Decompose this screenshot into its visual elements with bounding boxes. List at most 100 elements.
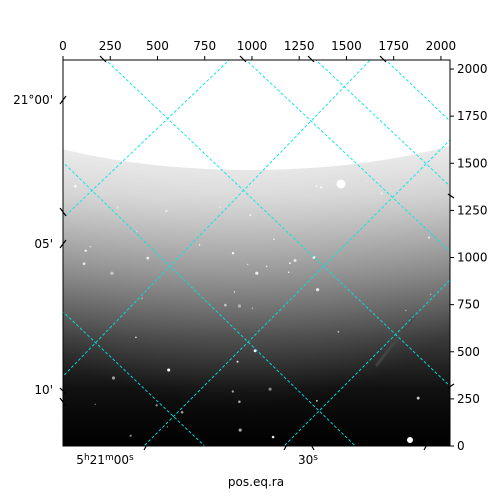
faint-star [249,214,252,217]
grid-line [385,60,450,122]
faint-star [315,184,318,188]
faint-star [223,303,227,307]
faint-star [155,404,158,407]
star [407,437,413,443]
faint-star [131,153,135,157]
faint-star [237,304,241,308]
grid-line [63,311,206,446]
faint-star [416,396,420,400]
faint-star [167,368,171,372]
faint-star [289,262,291,265]
x-pixel-tick-label: 1750 [378,39,409,53]
faint-star [164,209,168,213]
faint-star [180,411,184,414]
x-pixel-tick-label: 250 [99,39,122,53]
faint-star [247,263,249,266]
faint-stars [73,146,432,439]
faint-star [73,184,77,188]
grid-line [283,279,450,446]
faint-star [287,271,290,273]
y-pixel-tick-label: 750 [457,298,480,312]
faint-star [89,245,92,248]
faint-star [268,387,272,391]
x-pixel-tick-label: 1000 [237,39,268,53]
faint-star [314,161,317,165]
faint-star [198,244,201,246]
faint-star [129,434,132,437]
grid-line [143,139,450,446]
faint-star [141,297,143,300]
faint-star [146,256,150,260]
faint-star [111,376,116,380]
dec-label-05: 05' [34,237,53,251]
y-pixel-tick-label: 1250 [457,203,488,217]
faint-star [337,330,340,333]
y-pixel-tick-label: 2000 [457,62,488,76]
dec-label-10: 10' [34,383,53,397]
faint-star [293,259,297,262]
star [336,179,346,189]
dec-label-21-00: 21°00' [13,93,53,107]
faint-star [233,291,236,293]
faint-star [218,205,221,209]
faint-star [365,180,368,182]
faint-star [273,238,275,240]
y-pixel-tick-label: 0 [457,439,465,453]
faint-star [380,192,383,195]
faint-star [252,154,255,157]
faint-star [238,428,242,432]
y-pixel-tick-label: 1000 [457,251,488,265]
grid-line [105,60,450,387]
sky-image [63,60,450,446]
faint-star [94,403,96,405]
faint-star [82,262,86,266]
y-pixel-tick-label: 1750 [457,109,488,123]
ra-label-5h21m00s: 5h21m00s [76,453,134,467]
faint-star [251,307,254,309]
faint-star [271,435,275,439]
faint-star [135,336,137,339]
faint-star [427,236,431,239]
faint-star [231,390,234,393]
y-pixel-tick-label: 250 [457,392,480,406]
faint-star [136,230,138,232]
faint-star [316,400,318,402]
faint-star [190,147,193,149]
plot-frame [62,59,451,447]
faint-star [316,288,320,292]
y-pixel-tick-label: 1500 [457,156,488,170]
x-pixel-tick-label: 1500 [331,39,362,53]
x-pixel-tick-label: 0 [59,39,67,53]
faint-star [405,309,407,312]
faint-star [265,265,268,268]
coordinate-grid [63,60,450,446]
y-pixel-tick-label: 500 [457,345,480,359]
wcs-ticks [59,55,455,451]
faint-star [116,206,119,209]
x-axis-title: pos.eq.ra [228,475,284,489]
pixel-axes: 0 250 500 750 1000 1250 1500 1750 2000 0 250 500 750… [59,39,487,453]
grid-line [63,161,356,446]
faint-star [236,360,239,363]
x-pixel-tick-label: 2000 [426,39,457,53]
faint-star [238,400,241,403]
faint-star [84,249,87,252]
faint-star [320,186,323,189]
faint-star [129,150,131,152]
faint-star [255,271,259,275]
streak [374,315,417,367]
x-pixel-tick-label: 750 [193,39,216,53]
ra-label-30s: 30s [298,453,318,467]
grid-line [63,60,371,377]
faint-star [302,164,305,167]
x-pixel-tick-label: 500 [146,39,169,53]
grid-line [315,60,450,187]
faint-star [231,252,235,255]
faint-star [231,160,235,165]
grid-line [63,60,230,219]
x-pixel-tick-label: 1250 [284,39,315,53]
faint-star [275,146,278,149]
faint-star [429,293,432,295]
faint-star [110,271,114,275]
